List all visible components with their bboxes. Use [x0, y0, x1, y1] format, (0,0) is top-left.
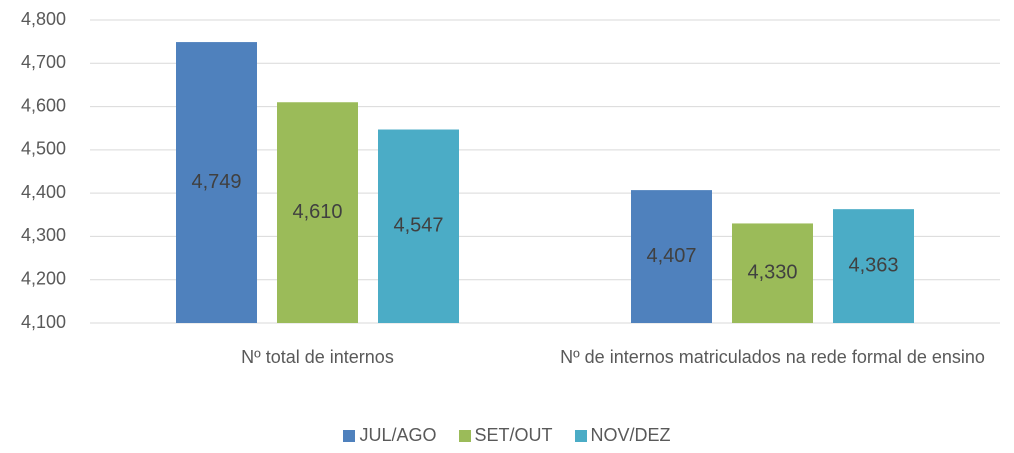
y-tick-label: 4,300 [21, 225, 66, 245]
legend-swatch [458, 429, 471, 442]
x-tick-label: Nº total de internos [241, 347, 394, 367]
x-tick-label: Nº de internos matriculados na rede form… [560, 347, 985, 367]
y-tick-label: 4,200 [21, 268, 66, 288]
y-tick-label: 4,800 [21, 9, 66, 29]
value-label: 4,363 [848, 254, 898, 276]
legend-swatch [574, 429, 587, 442]
y-tick-label: 4,500 [21, 139, 66, 159]
legend-label: JUL/AGO [359, 425, 437, 445]
y-tick-label: 4,700 [21, 52, 66, 72]
value-label: 4,749 [191, 171, 241, 193]
bar [176, 42, 257, 323]
legend-item: NOV/DEZ [574, 425, 671, 446]
bar [277, 102, 358, 323]
y-tick-label: 4,400 [21, 182, 66, 202]
value-label: 4,407 [646, 245, 696, 267]
legend-item: JUL/AGO [343, 425, 437, 446]
bar [833, 209, 914, 323]
y-tick-label: 4,600 [21, 95, 66, 115]
bar [378, 129, 459, 323]
legend-item: SET/OUT [458, 425, 553, 446]
value-label: 4,330 [747, 262, 797, 284]
y-tick-label: 4,100 [21, 312, 66, 332]
legend-swatch [343, 429, 356, 442]
legend-label: SET/OUT [474, 425, 553, 445]
legend-label: NOV/DEZ [590, 425, 671, 445]
value-label: 4,610 [292, 201, 342, 223]
bar [631, 190, 712, 323]
value-label: 4,547 [393, 215, 443, 237]
bar [732, 223, 813, 323]
legend: JUL/AGO SET/OUT NOV/DEZ [0, 425, 1014, 446]
